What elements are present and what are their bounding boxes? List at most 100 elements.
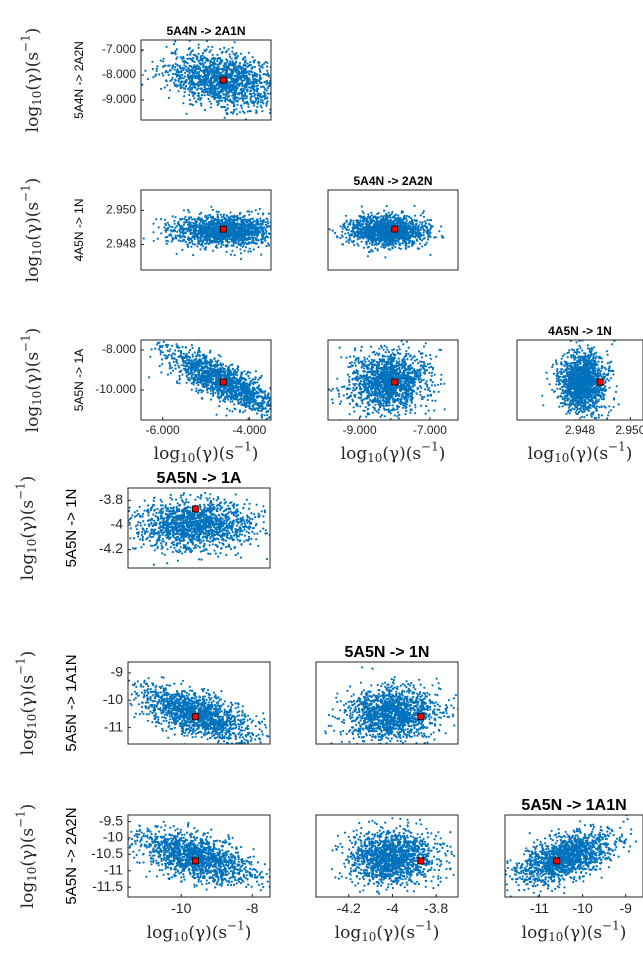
scatter-point bbox=[265, 104, 268, 107]
scatter-point bbox=[198, 96, 201, 99]
scatter-point bbox=[182, 57, 185, 60]
scatter-point bbox=[215, 75, 218, 78]
scatter-point bbox=[206, 231, 209, 234]
scatter-point bbox=[264, 236, 267, 239]
scatter-point bbox=[280, 95, 282, 97]
scatter-point bbox=[291, 230, 293, 232]
scatter-point bbox=[188, 218, 191, 221]
scatter-point bbox=[360, 205, 363, 208]
scatter-point bbox=[233, 234, 237, 237]
scatter-point bbox=[164, 218, 167, 221]
scatter-point bbox=[201, 389, 205, 392]
scatter-point bbox=[399, 235, 402, 238]
scatter-point bbox=[212, 87, 215, 90]
scatter-point bbox=[246, 88, 249, 91]
scatter-point bbox=[208, 351, 211, 354]
scatter-point bbox=[202, 91, 205, 94]
scatter-point bbox=[196, 88, 199, 91]
scatter-point bbox=[168, 64, 171, 67]
scatter-point bbox=[206, 57, 209, 61]
scatter-point bbox=[231, 94, 234, 97]
scatter-point bbox=[203, 94, 206, 97]
scatter-point bbox=[372, 224, 375, 227]
scatter-point bbox=[210, 83, 213, 87]
scatter-point bbox=[228, 98, 232, 101]
scatter-point bbox=[264, 60, 267, 64]
scatter-point bbox=[195, 55, 198, 58]
scatter-point bbox=[185, 112, 188, 115]
scatter-point bbox=[389, 214, 392, 217]
scatter-point bbox=[298, 223, 300, 225]
scatter-point bbox=[197, 98, 200, 101]
scatter-point bbox=[182, 82, 185, 85]
scatter-point bbox=[176, 68, 179, 71]
scatter-point bbox=[206, 84, 209, 87]
scatter-point bbox=[202, 65, 205, 69]
scatter-point bbox=[261, 100, 264, 103]
scatter-point bbox=[183, 91, 186, 94]
scatter-point bbox=[367, 230, 370, 233]
scatter-point bbox=[201, 59, 204, 63]
scatter-point bbox=[245, 242, 249, 246]
scatter-point bbox=[289, 406, 291, 408]
scatter-point bbox=[353, 233, 356, 236]
scatter-point bbox=[407, 233, 410, 237]
scatter-point bbox=[190, 103, 193, 106]
scatter-point bbox=[219, 58, 222, 61]
scatter-point bbox=[415, 223, 418, 226]
scatter-point bbox=[251, 220, 255, 223]
scatter-point bbox=[265, 73, 268, 76]
scatter-point bbox=[261, 232, 264, 235]
scatter-point bbox=[200, 104, 203, 107]
scatter-point bbox=[389, 231, 392, 235]
scatter-point bbox=[257, 61, 261, 65]
scatter-point bbox=[273, 233, 275, 235]
scatter-point bbox=[179, 233, 182, 237]
scatter-point bbox=[261, 223, 264, 226]
scatter-point bbox=[204, 242, 207, 245]
scatter-point bbox=[200, 211, 203, 214]
scatter-point bbox=[276, 97, 278, 99]
scatter-point bbox=[220, 235, 223, 238]
scatter-point bbox=[192, 83, 196, 86]
scatter-point bbox=[244, 94, 247, 97]
scatter-point bbox=[423, 224, 426, 227]
scatter-point bbox=[345, 220, 349, 223]
scatter-point bbox=[333, 231, 337, 235]
scatter-point bbox=[409, 225, 412, 228]
scatter-point bbox=[384, 227, 387, 230]
scatter-point bbox=[266, 242, 270, 245]
scatter-point bbox=[229, 218, 232, 221]
scatter-point bbox=[245, 71, 248, 74]
scatter-point bbox=[259, 98, 262, 101]
scatter-point bbox=[159, 59, 162, 62]
scatter-point bbox=[211, 208, 214, 212]
scatter-point bbox=[273, 224, 275, 226]
scatter-point bbox=[357, 230, 360, 233]
scatter-point bbox=[211, 92, 214, 96]
scatter-point bbox=[152, 231, 155, 234]
scatter-point bbox=[387, 244, 390, 247]
scatter-point bbox=[124, 60, 126, 62]
scatter-point bbox=[198, 347, 201, 350]
scatter-point bbox=[230, 78, 233, 81]
scatter-point bbox=[224, 51, 227, 54]
scatter-point bbox=[244, 92, 247, 95]
scatter-point bbox=[415, 238, 418, 241]
scatter-point bbox=[234, 79, 237, 82]
scatter-point bbox=[163, 226, 166, 229]
scatter-point bbox=[219, 97, 222, 100]
scatter-point bbox=[223, 236, 226, 239]
scatter-point bbox=[388, 222, 392, 225]
scatter-point bbox=[405, 217, 408, 220]
scatter-point bbox=[197, 80, 200, 83]
scatter-point bbox=[172, 43, 176, 46]
scatter-point bbox=[378, 241, 381, 244]
scatter-point bbox=[420, 233, 423, 237]
scatter-point bbox=[189, 221, 192, 224]
scatter-point bbox=[388, 241, 391, 244]
scatter-point bbox=[225, 414, 228, 417]
scatter-point bbox=[360, 224, 363, 227]
scatter-point bbox=[268, 225, 271, 228]
scatter-point bbox=[391, 241, 394, 245]
